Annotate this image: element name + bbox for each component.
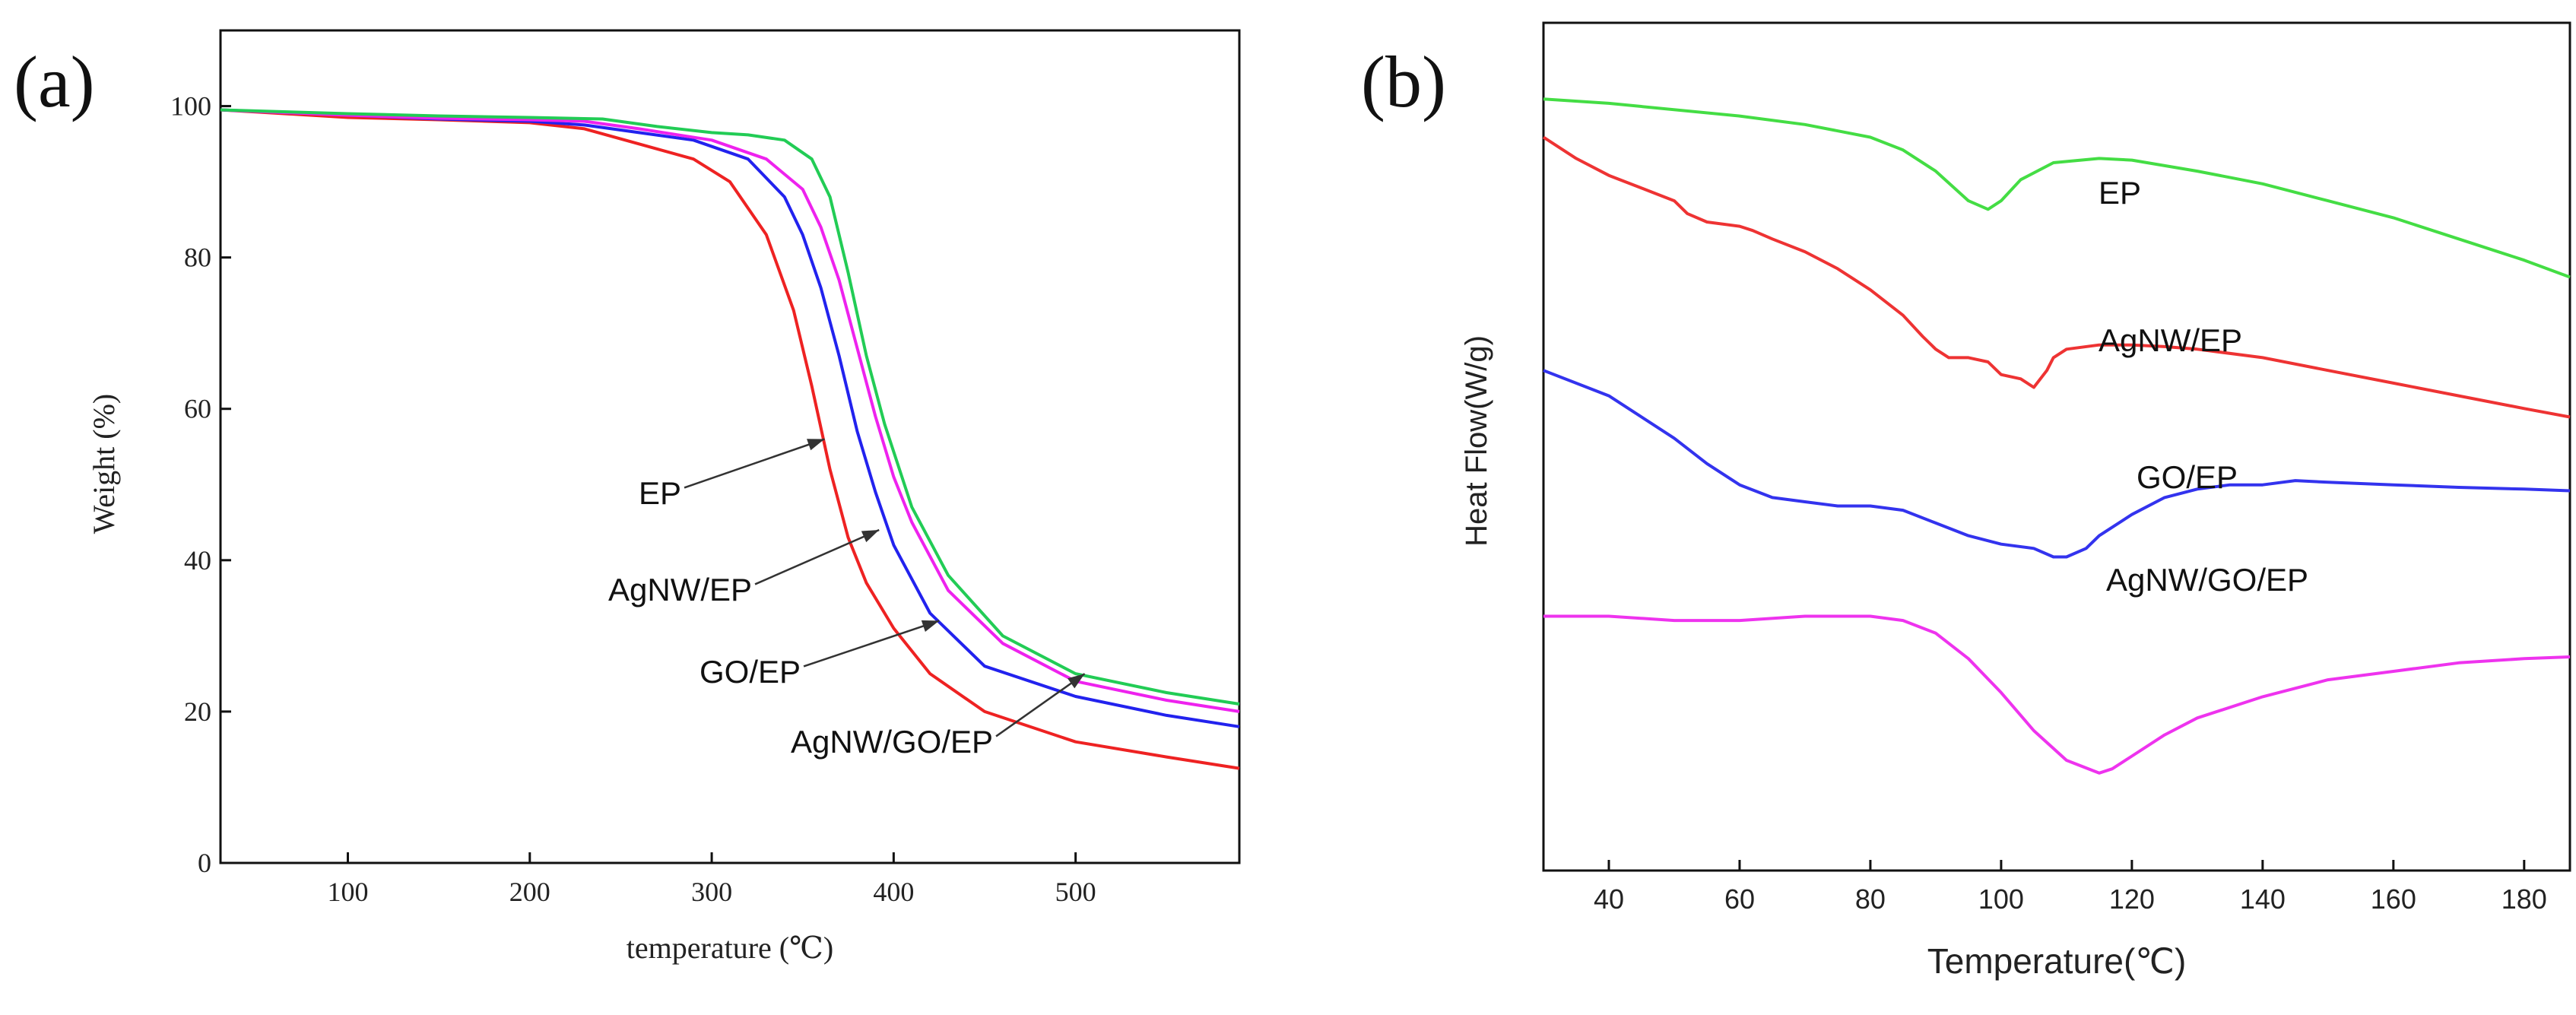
panel-b-plot-frame xyxy=(1542,21,2571,872)
panel-a-annotation-arrowhead-agnw-ep xyxy=(861,530,880,543)
panel-b-series-ep xyxy=(1543,97,2571,279)
panel-a-y-tick-label: 20 xyxy=(184,696,211,727)
panel-a-y-tick-label: 0 xyxy=(198,848,211,878)
panel-a-series-ep xyxy=(220,108,1240,770)
panel-a-series-go-ep xyxy=(220,108,1240,713)
panel-a-annotation-arrowhead-ep xyxy=(807,439,825,451)
panel-a-annotations: EP AgNW/EP GO/EP AgNW/GO/EP xyxy=(608,438,1086,760)
panel-a-y-tick-label: 40 xyxy=(184,545,211,576)
panel-b-series-agnw-ep xyxy=(1542,135,2571,419)
panel-b-x-tick-label: 160 xyxy=(2371,883,2416,915)
panel-b-y-axis-title: Heat Flow(W/g) xyxy=(1460,335,1493,547)
panel-b-annotation-ep: EP xyxy=(2099,175,2141,211)
panel-a-annotation-arrowhead-go-ep xyxy=(921,620,940,633)
panel-a-annotation-agnw-ep: AgNW/EP xyxy=(608,572,752,607)
panel-a-series-agnw-go-ep xyxy=(220,108,1240,706)
panel-a-y-tick-label: 100 xyxy=(170,91,211,122)
panel-b-annotation-go-ep: GO/EP xyxy=(2137,459,2238,495)
panel-a-series-agnw-ep xyxy=(220,108,1240,728)
panel-b-x-axis-title: Temperature(℃) xyxy=(1927,941,2187,981)
panel-b-x-tick-label: 40 xyxy=(1594,883,1624,915)
panel-a-x-tick-label: 300 xyxy=(691,877,732,907)
panel-a-annotation-arrow-ep xyxy=(684,438,825,489)
panel-b-x-tick-label: 180 xyxy=(2501,883,2547,915)
panel-a-y-axis-title: Weight (%) xyxy=(87,394,121,534)
panel-a-x-tick-label: 100 xyxy=(328,877,369,907)
panel-b-annotations: EP AgNW/EP GO/EP AgNW/GO/EP xyxy=(2099,175,2308,598)
panel-a-label: (a) xyxy=(14,41,95,122)
panel-b: (b) 40 60 80 100 120 140 160 180 EP AgNW/EP GO/EP… xyxy=(1361,21,2571,981)
panel-a: (a) 100 200 300 400 500 0 20 40 60 80 100 EP AgNW/E… xyxy=(14,29,1241,965)
panel-b-series-agnw-go-ep xyxy=(1543,614,2571,775)
panel-a-y-tick-label: 80 xyxy=(184,243,211,273)
panel-a-annotation-ep: EP xyxy=(639,475,681,511)
panel-a-annotation-arrow-go-ep xyxy=(803,620,940,668)
panel-b-ticks: 40 60 80 100 120 140 160 180 xyxy=(1594,860,2547,915)
panel-b-x-tick-label: 120 xyxy=(2109,883,2155,915)
panel-a-annotation-arrow-agnw-ep xyxy=(754,528,880,585)
panel-b-x-tick-label: 140 xyxy=(2240,883,2286,915)
panel-a-x-tick-label: 400 xyxy=(873,877,914,907)
panel-a-ticks: 100 200 300 400 500 0 20 40 60 80 100 xyxy=(170,91,1096,907)
panel-b-series-go-ep xyxy=(1543,369,2571,559)
panel-a-lines xyxy=(220,108,1240,770)
panel-a-annotation-arrowhead-agnw-go-ep xyxy=(1068,674,1085,689)
panel-b-x-tick-label: 60 xyxy=(1724,883,1755,915)
panel-b-lines xyxy=(1542,97,2571,775)
panel-b-annotation-agnw-go-ep: AgNW/GO/EP xyxy=(2106,562,2308,598)
panel-a-x-tick-label: 200 xyxy=(509,877,550,907)
panel-b-label: (b) xyxy=(1361,41,1446,122)
panel-a-x-tick-label: 500 xyxy=(1055,877,1096,907)
panel-b-x-tick-label: 100 xyxy=(1978,883,2024,915)
panel-b-annotation-agnw-ep: AgNW/EP xyxy=(2099,322,2242,358)
panel-a-x-axis-title: temperature (℃) xyxy=(627,931,833,965)
panel-b-x-tick-label: 80 xyxy=(1855,883,1886,915)
panel-a-y-tick-label: 60 xyxy=(184,394,211,424)
panel-a-annotation-arrow-agnw-go-ep xyxy=(995,673,1086,737)
panel-a-annotation-agnw-go-ep: AgNW/GO/EP xyxy=(791,724,993,760)
panel-a-annotation-go-ep: GO/EP xyxy=(700,654,801,690)
panel-a-plot-frame xyxy=(219,29,1241,864)
